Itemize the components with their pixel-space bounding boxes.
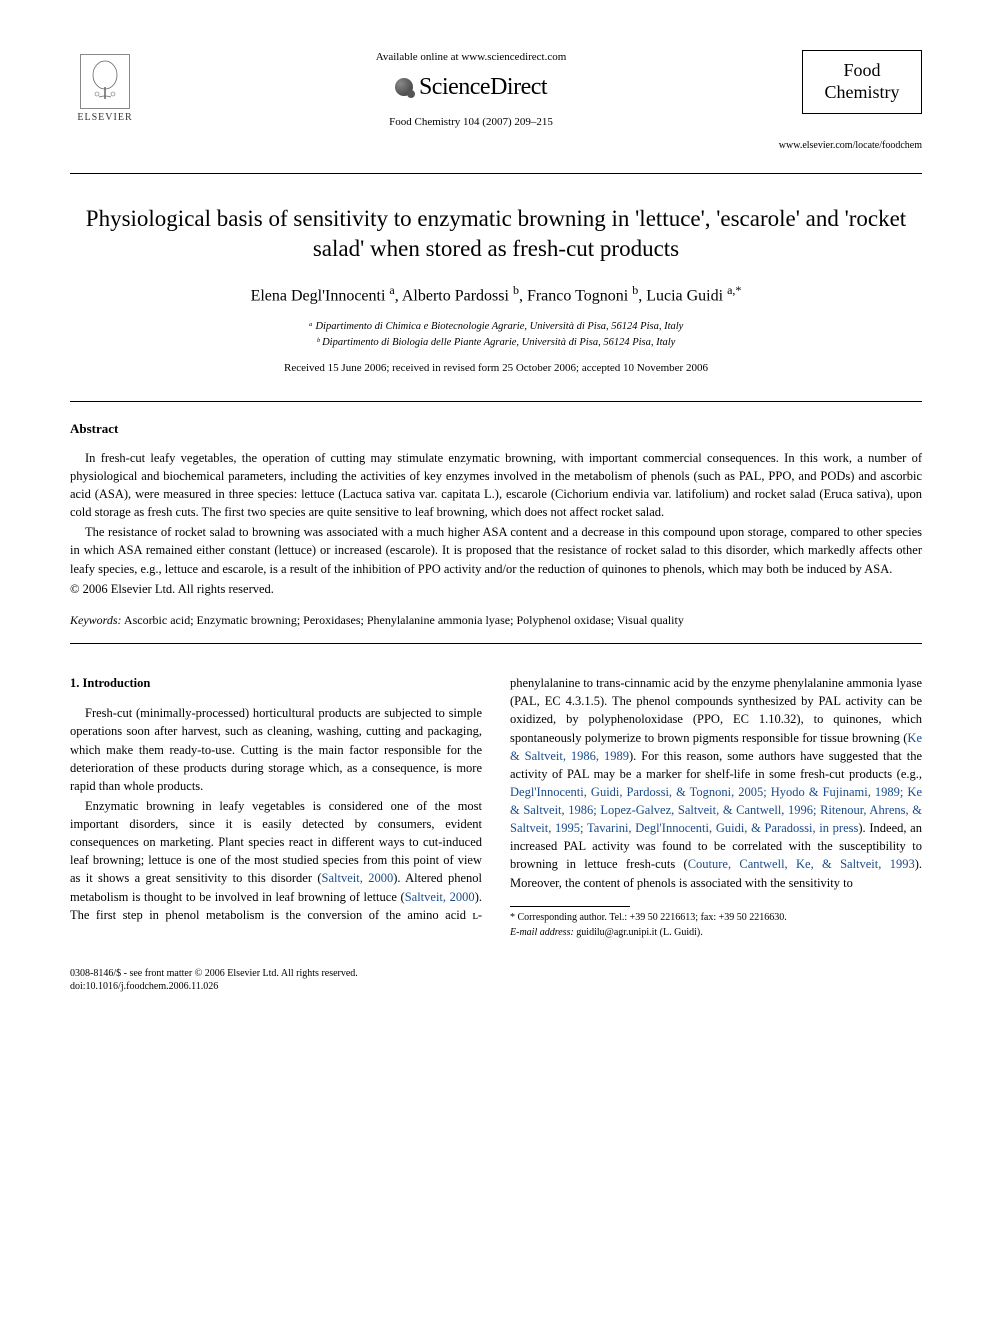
journal-box-wrapper: Food Chemistry xyxy=(802,50,922,114)
intro-para1: Fresh-cut (minimally-processed) horticul… xyxy=(70,704,482,795)
authors-list: Elena Degl'Innocenti a, Alberto Pardossi… xyxy=(70,282,922,308)
affiliations: ᵃ Dipartimento di Chimica e Biotecnologi… xyxy=(70,319,922,351)
introduction-section: 1. Introduction Fresh-cut (minimally-pro… xyxy=(70,674,922,939)
keywords-text: Ascorbic acid; Enzymatic browning; Perox… xyxy=(122,613,684,627)
keywords-label: Keywords: xyxy=(70,613,122,627)
article-dates: Received 15 June 2006; received in revis… xyxy=(70,361,922,377)
article-title: Physiological basis of sensitivity to en… xyxy=(70,204,922,264)
keywords-line: Keywords: Ascorbic acid; Enzymatic brown… xyxy=(70,612,922,629)
journal-url[interactable]: www.elsevier.com/locate/foodchem xyxy=(70,139,922,154)
page-footer: 0308-8146/$ - see front matter © 2006 El… xyxy=(70,967,922,993)
email-footnote: E-mail address: guidilu@agr.unipi.it (L.… xyxy=(510,926,922,939)
header-rule xyxy=(70,173,922,174)
sciencedirect-text: ScienceDirect xyxy=(419,70,547,105)
journal-name-line2: Chemistry xyxy=(825,82,900,104)
abstract-rule-bottom xyxy=(70,643,922,644)
abstract-para2: The resistance of rocket salad to browni… xyxy=(70,523,922,577)
email-label: E-mail address: xyxy=(510,927,574,938)
abstract-heading: Abstract xyxy=(70,420,922,439)
introduction-heading: 1. Introduction xyxy=(70,674,482,692)
email-address[interactable]: guidilu@agr.unipi.it (L. Guidi). xyxy=(574,927,703,938)
journal-name-line1: Food xyxy=(843,60,880,82)
header-center: Available online at www.sciencedirect.co… xyxy=(140,50,802,131)
footer-doi: doi:10.1016/j.foodchem.2006.11.026 xyxy=(70,980,922,993)
abstract-copyright: © 2006 Elsevier Ltd. All rights reserved… xyxy=(70,580,922,598)
journal-name-box: Food Chemistry xyxy=(802,50,922,114)
abstract-rule-top xyxy=(70,401,922,402)
footer-issn: 0308-8146/$ - see front matter © 2006 El… xyxy=(70,967,922,980)
abstract-para1: In fresh-cut leafy vegetables, the opera… xyxy=(70,449,922,522)
elsevier-label: ELSEVIER xyxy=(77,111,132,126)
page-header: ELSEVIER Available online at www.science… xyxy=(70,50,922,131)
affiliation-b: ᵇ Dipartimento di Biologia delle Piante … xyxy=(70,335,922,351)
abstract-body: In fresh-cut leafy vegetables, the opera… xyxy=(70,449,922,598)
journal-citation: Food Chemistry 104 (2007) 209–215 xyxy=(160,115,782,131)
sciencedirect-logo: ScienceDirect xyxy=(160,70,782,105)
sciencedirect-icon xyxy=(395,78,413,96)
footnote-rule xyxy=(510,906,630,907)
affiliation-a: ᵃ Dipartimento di Chimica e Biotecnologi… xyxy=(70,319,922,335)
elsevier-logo: ELSEVIER xyxy=(70,50,140,130)
corresponding-author-footnote: * Corresponding author. Tel.: +39 50 221… xyxy=(510,911,922,924)
available-online-text: Available online at www.sciencedirect.co… xyxy=(160,50,782,66)
elsevier-tree-icon xyxy=(80,54,130,109)
